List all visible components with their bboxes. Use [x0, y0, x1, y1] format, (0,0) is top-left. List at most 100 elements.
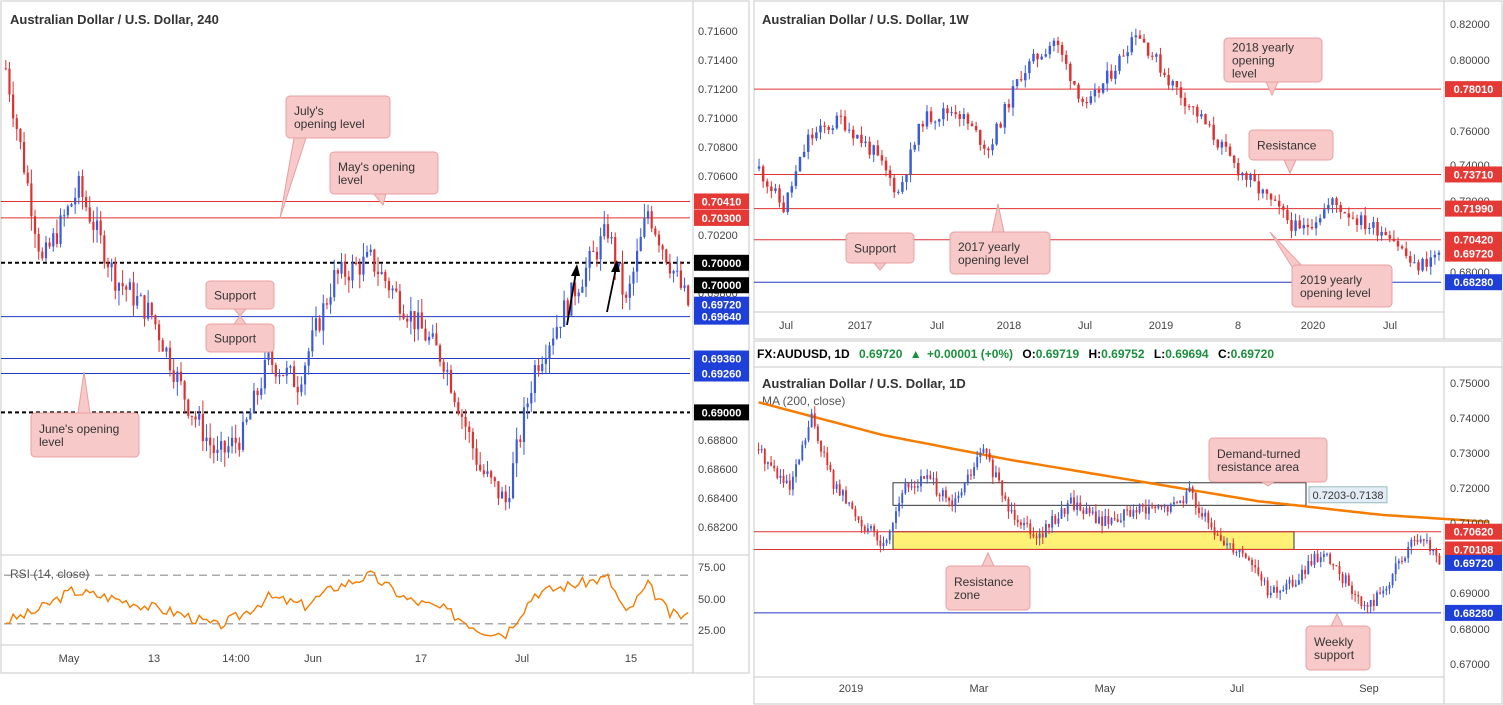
candle-body	[1052, 40, 1056, 46]
candle	[983, 140, 986, 156]
candle-body	[165, 347, 168, 352]
daily-info-bar: FX:AUDUSD, 1D 0.69720 ▲ +0.00001 (+0%) O…	[757, 347, 1274, 361]
candle	[916, 479, 919, 492]
high-value: 0.69752	[1101, 347, 1145, 361]
candle	[1004, 492, 1007, 502]
candle	[957, 491, 960, 503]
callout-box	[1248, 129, 1334, 161]
candle-body	[1003, 103, 1007, 128]
candle-body	[446, 370, 449, 372]
candle-body	[1432, 549, 1435, 552]
candle	[1098, 509, 1100, 525]
candle-body	[866, 528, 869, 532]
candle	[1044, 519, 1047, 538]
candle-body	[395, 288, 398, 292]
candle-body	[1435, 549, 1438, 556]
annotation-callout[interactable]: Support	[845, 232, 915, 271]
annotation-callout[interactable]: June's opening level	[30, 371, 140, 458]
candle	[1413, 535, 1416, 546]
candle-body	[1176, 502, 1179, 504]
daily-price-axis[interactable]: 0.750000.740000.730000.720000.710000.690…	[1450, 378, 1490, 671]
candle	[1359, 211, 1363, 230]
candle-body	[1331, 198, 1334, 205]
candle	[1076, 495, 1079, 516]
annotation-callout[interactable]: Resistance zone	[945, 551, 1031, 611]
candle-body	[351, 262, 354, 281]
candle-body	[983, 144, 986, 149]
candle-body	[267, 351, 270, 360]
symbol-label: FX:AUDUSD, 1D	[757, 347, 850, 361]
candle	[125, 284, 128, 302]
annotation-callout[interactable]: 2017 yearly opening level	[949, 203, 1051, 275]
candle-body	[1263, 580, 1266, 582]
time-tick-label: 8	[1235, 320, 1241, 332]
candle	[212, 437, 215, 464]
weekly-time-axis[interactable]: Jul 2017 Jul 2018 Jul 2019 8 2020 Jul	[779, 320, 1397, 332]
candle-body	[632, 271, 635, 284]
candle	[351, 254, 354, 289]
annotation-callout[interactable]: Weekly support	[1305, 612, 1371, 671]
candle	[1212, 116, 1215, 145]
price-tick-label: 0.75000	[1450, 378, 1490, 390]
daily-time-axis[interactable]: 2019 Mar May Jul Sep	[839, 683, 1379, 695]
time-tick-label: 14:00	[222, 653, 250, 665]
candle-body	[552, 338, 555, 346]
candle	[625, 291, 628, 303]
candle	[292, 360, 296, 388]
candle-body	[314, 318, 318, 331]
candle-body	[683, 285, 686, 288]
candle-body	[1213, 527, 1216, 535]
candle-body	[1188, 487, 1191, 492]
candle	[1015, 78, 1019, 90]
candle-body	[957, 495, 960, 499]
candle-body	[1272, 586, 1275, 593]
candle	[1331, 197, 1334, 214]
candle-body	[1407, 546, 1410, 559]
candle-body	[1208, 124, 1211, 126]
annotation-callout[interactable]: 2019 yearly opening level	[1269, 231, 1393, 308]
candle	[1263, 577, 1266, 586]
annotation-callout[interactable]: Resistance	[1248, 129, 1334, 175]
candle-body	[876, 532, 879, 541]
candle-body	[1351, 217, 1355, 219]
candle-body	[1388, 235, 1392, 239]
candle	[117, 281, 121, 306]
candle-body	[1088, 507, 1091, 514]
candle	[187, 398, 190, 419]
candle-body	[453, 392, 456, 403]
candle-body	[935, 478, 938, 495]
candle	[815, 126, 818, 141]
callout-text: Support	[854, 242, 897, 256]
candle-body	[938, 494, 941, 497]
candle-body	[1433, 254, 1437, 258]
annotation-callout[interactable]: Support	[205, 280, 275, 317]
candle-body	[599, 236, 602, 260]
candle	[128, 278, 131, 291]
candle	[1429, 250, 1432, 275]
candle	[409, 296, 412, 335]
annotation-callout[interactable]: Support	[205, 315, 275, 353]
annotation-callout[interactable]: July's opening level	[279, 95, 391, 219]
candle	[303, 362, 307, 396]
candle-body	[468, 426, 471, 432]
candle-body	[888, 530, 891, 541]
candle	[948, 496, 951, 507]
candle	[1011, 80, 1015, 116]
candle-body	[475, 448, 478, 465]
candle-body	[1288, 579, 1291, 584]
candle	[1307, 554, 1310, 575]
candle	[884, 156, 888, 177]
candle	[863, 524, 866, 535]
h4-time-axis[interactable]: May 13 14:00 Jun 17 Jul 15	[59, 653, 638, 665]
candle	[1157, 504, 1160, 510]
candle-body	[1122, 55, 1125, 57]
annotation-callout[interactable]: Demand-turned resistance area	[1208, 437, 1328, 487]
annotation-callout[interactable]: May's opening level	[329, 151, 439, 207]
candle	[668, 253, 672, 279]
candle-body	[1238, 549, 1241, 553]
candle	[63, 209, 66, 227]
candle	[1372, 593, 1375, 612]
annotation-callout[interactable]: 2018 yearly opening level	[1223, 37, 1323, 97]
candle-body	[311, 330, 314, 352]
candle-body	[987, 148, 990, 151]
